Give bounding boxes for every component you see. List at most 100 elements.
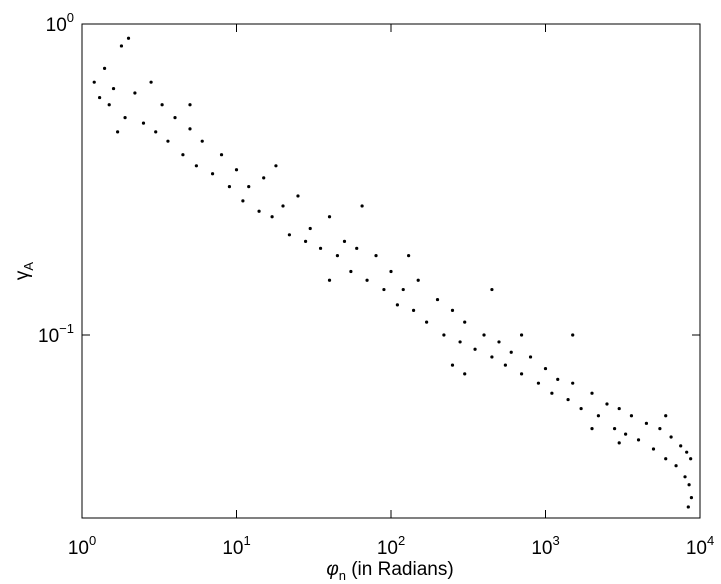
- point: [519, 372, 524, 376]
- point: [194, 164, 198, 168]
- x-tick-label: 104: [686, 533, 714, 559]
- x-tick-label: 103: [531, 533, 559, 559]
- point: [450, 363, 455, 367]
- point: [181, 153, 185, 157]
- point: [679, 444, 683, 448]
- point: [407, 254, 411, 258]
- point: [227, 185, 232, 189]
- point: [234, 168, 239, 172]
- point: [257, 209, 261, 213]
- point: [605, 402, 609, 406]
- tick-base: 10: [38, 326, 59, 347]
- point: [571, 381, 575, 385]
- point: [669, 435, 673, 439]
- point: [141, 121, 146, 125]
- point: [188, 103, 192, 107]
- tick-base: 10: [46, 15, 67, 36]
- point: [219, 153, 224, 157]
- point: [636, 438, 641, 442]
- point: [389, 269, 393, 274]
- point: [160, 103, 164, 107]
- tick-exponent: 0: [67, 10, 74, 25]
- point: [686, 505, 690, 509]
- y-tick-label: 10−1: [38, 321, 74, 347]
- point: [116, 130, 120, 134]
- point: [166, 139, 170, 143]
- point: [473, 347, 477, 351]
- point: [342, 239, 347, 243]
- point: [590, 427, 594, 431]
- point: [463, 372, 467, 376]
- point: [281, 204, 285, 208]
- point: [98, 95, 102, 100]
- point: [262, 176, 266, 180]
- point: [374, 254, 378, 258]
- point: [126, 36, 131, 40]
- tick-base: 10: [531, 538, 552, 559]
- tick-base: 10: [68, 538, 89, 559]
- point: [519, 333, 524, 337]
- point: [612, 427, 617, 431]
- point: [365, 278, 369, 282]
- x-tick-label: 100: [68, 533, 96, 559]
- point: [571, 333, 575, 337]
- point: [92, 80, 96, 84]
- point: [450, 308, 455, 312]
- point: [664, 457, 668, 461]
- x-tick-label: 101: [222, 533, 250, 559]
- point: [154, 130, 158, 134]
- point: [689, 496, 694, 500]
- point: [133, 91, 137, 95]
- point: [528, 355, 533, 359]
- tick-exponent: 2: [398, 533, 405, 548]
- point: [327, 278, 332, 282]
- point: [303, 239, 308, 243]
- point: [590, 391, 594, 395]
- point: [274, 164, 278, 168]
- point: [247, 185, 251, 189]
- point: [617, 406, 621, 411]
- point: [490, 355, 494, 359]
- point: [123, 116, 127, 120]
- tick-base: 10: [377, 538, 398, 559]
- point: [173, 116, 177, 120]
- point: [416, 278, 420, 282]
- point: [664, 414, 668, 418]
- point: [111, 86, 116, 91]
- point: [425, 320, 429, 324]
- point: [482, 333, 486, 337]
- point: [596, 414, 601, 418]
- point: [149, 80, 153, 84]
- point: [624, 432, 628, 436]
- point: [107, 103, 111, 107]
- point: [119, 44, 124, 48]
- tick-exponent: 3: [552, 533, 559, 548]
- point: [210, 172, 215, 176]
- point: [490, 287, 494, 292]
- point: [556, 377, 560, 381]
- point: [683, 475, 687, 479]
- point: [435, 297, 440, 302]
- point: [550, 391, 554, 395]
- point: [503, 363, 507, 367]
- point: [200, 139, 204, 143]
- point: [617, 441, 621, 445]
- point: [188, 127, 192, 131]
- point: [497, 340, 501, 344]
- point: [318, 246, 323, 250]
- point: [463, 320, 467, 324]
- point: [689, 457, 693, 461]
- point: [658, 427, 662, 431]
- tick-exponent: 0: [89, 533, 96, 548]
- point: [308, 226, 312, 231]
- point: [687, 483, 691, 487]
- tick-exponent: −1: [59, 321, 74, 336]
- point: [401, 287, 405, 292]
- point: [536, 381, 541, 385]
- point: [579, 406, 583, 411]
- point: [102, 66, 107, 70]
- point: [629, 414, 634, 418]
- point: [566, 397, 570, 402]
